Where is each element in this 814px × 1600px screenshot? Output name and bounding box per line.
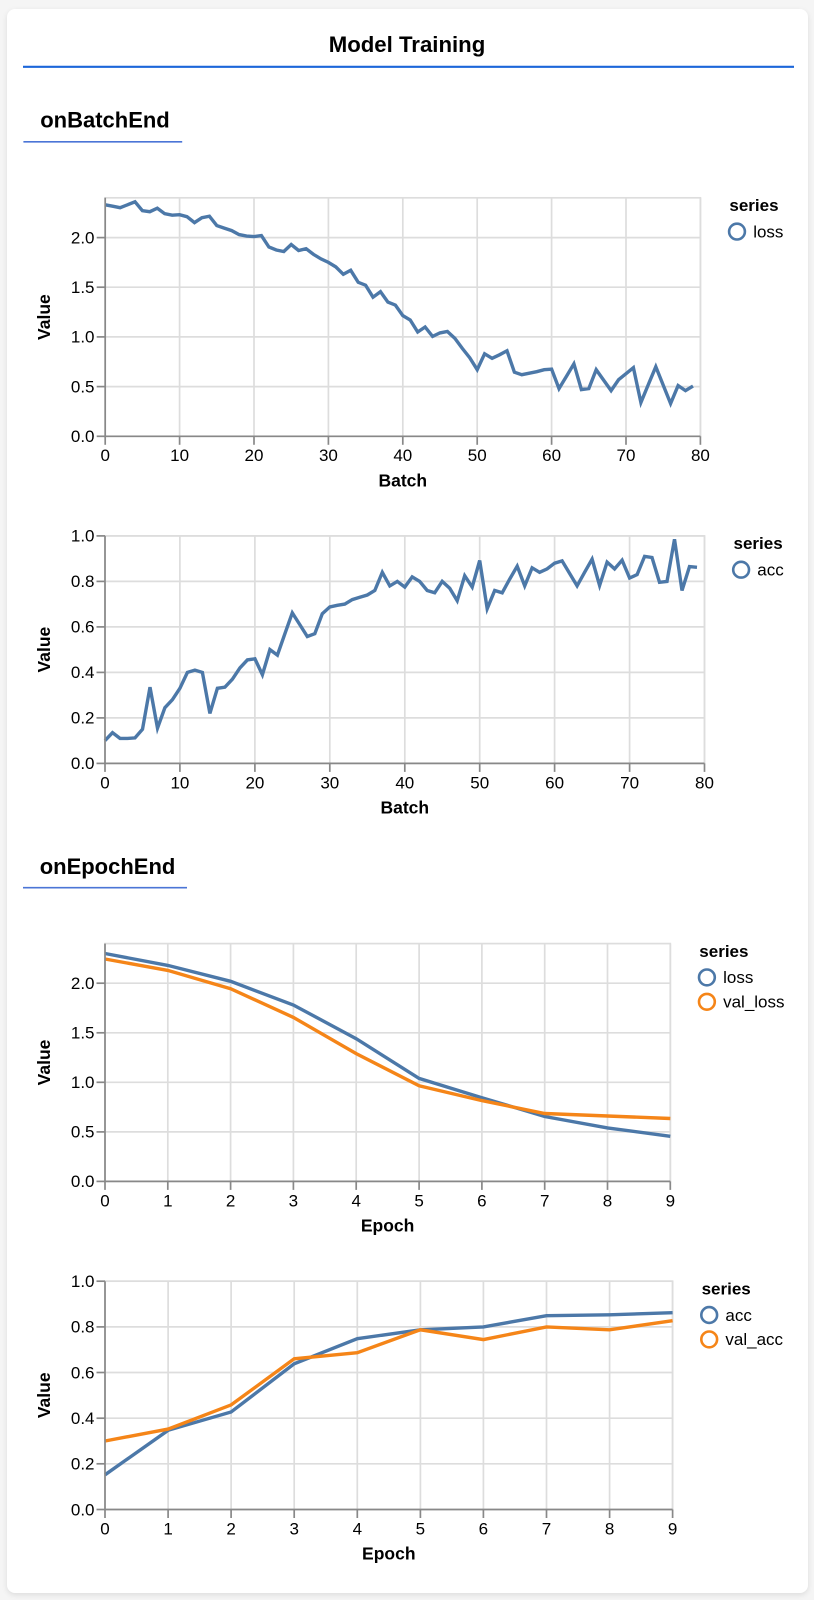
svg-text:1.0: 1.0 (71, 1272, 95, 1291)
svg-text:1.0: 1.0 (71, 328, 95, 347)
svg-text:loss: loss (753, 222, 783, 241)
svg-text:7: 7 (542, 1519, 551, 1538)
svg-text:5: 5 (414, 1191, 423, 1210)
svg-text:Model Training: Model Training (329, 32, 486, 57)
svg-text:0.0: 0.0 (71, 754, 95, 773)
svg-text:Value: Value (34, 294, 54, 340)
svg-text:80: 80 (691, 446, 710, 465)
svg-text:1: 1 (163, 1519, 172, 1538)
svg-text:9: 9 (668, 1519, 677, 1538)
svg-text:10: 10 (170, 773, 189, 792)
svg-text:series: series (734, 534, 783, 553)
svg-text:0.6: 0.6 (71, 1363, 95, 1382)
svg-text:0: 0 (100, 446, 109, 465)
svg-text:70: 70 (617, 446, 636, 465)
svg-text:loss: loss (723, 968, 753, 987)
svg-text:0: 0 (100, 1191, 109, 1210)
svg-text:Value: Value (34, 1039, 54, 1085)
svg-text:val_acc: val_acc (725, 1330, 783, 1349)
svg-text:series: series (702, 1280, 751, 1299)
svg-text:0.0: 0.0 (71, 1500, 95, 1519)
svg-text:60: 60 (542, 446, 561, 465)
svg-text:3: 3 (289, 1191, 298, 1210)
svg-text:0.2: 0.2 (71, 709, 95, 728)
svg-text:Value: Value (34, 626, 54, 672)
svg-text:Batch: Batch (380, 798, 429, 818)
svg-text:1: 1 (163, 1191, 172, 1210)
svg-text:val_loss: val_loss (723, 993, 784, 1012)
svg-text:0.6: 0.6 (71, 618, 95, 637)
svg-text:acc: acc (757, 561, 784, 580)
svg-text:80: 80 (695, 773, 714, 792)
svg-text:50: 50 (468, 446, 487, 465)
svg-text:20: 20 (245, 446, 264, 465)
svg-text:0.5: 0.5 (71, 1123, 95, 1142)
svg-text:onEpochEnd: onEpochEnd (40, 854, 176, 879)
svg-text:Epoch: Epoch (361, 1216, 414, 1236)
svg-text:5: 5 (416, 1519, 425, 1538)
svg-text:30: 30 (320, 773, 339, 792)
svg-text:2: 2 (226, 1519, 235, 1538)
svg-text:4: 4 (351, 1191, 360, 1210)
svg-text:70: 70 (620, 773, 639, 792)
svg-text:0.4: 0.4 (71, 1409, 95, 1428)
svg-text:0.2: 0.2 (71, 1455, 95, 1474)
svg-text:50: 50 (470, 773, 489, 792)
svg-text:30: 30 (319, 446, 338, 465)
svg-text:1.5: 1.5 (71, 1024, 95, 1043)
svg-text:10: 10 (170, 446, 189, 465)
svg-text:2.0: 2.0 (71, 974, 95, 993)
svg-text:60: 60 (545, 773, 564, 792)
svg-text:1.5: 1.5 (71, 278, 95, 297)
svg-text:2: 2 (226, 1191, 235, 1210)
svg-text:0.4: 0.4 (71, 663, 95, 682)
svg-text:1.0: 1.0 (71, 527, 95, 546)
svg-text:Value: Value (34, 1372, 54, 1418)
svg-text:acc: acc (725, 1306, 752, 1325)
svg-text:8: 8 (603, 1191, 612, 1210)
svg-text:0: 0 (100, 1519, 109, 1538)
svg-text:onBatchEnd: onBatchEnd (40, 107, 170, 132)
svg-text:1.0: 1.0 (71, 1073, 95, 1092)
svg-text:0.8: 0.8 (71, 572, 95, 591)
svg-text:series: series (729, 196, 778, 215)
svg-text:6: 6 (477, 1191, 486, 1210)
svg-text:4: 4 (353, 1519, 362, 1538)
svg-text:series: series (699, 942, 748, 961)
svg-text:8: 8 (605, 1519, 614, 1538)
svg-text:6: 6 (479, 1519, 488, 1538)
svg-text:0: 0 (100, 773, 109, 792)
svg-text:0.8: 0.8 (71, 1318, 95, 1337)
svg-text:3: 3 (289, 1519, 298, 1538)
svg-text:0.0: 0.0 (71, 1172, 95, 1191)
svg-text:20: 20 (245, 773, 264, 792)
svg-text:0.0: 0.0 (71, 427, 95, 446)
svg-text:Batch: Batch (378, 471, 427, 491)
svg-text:40: 40 (395, 773, 414, 792)
svg-text:7: 7 (540, 1191, 549, 1210)
svg-text:0.5: 0.5 (71, 377, 95, 396)
svg-text:9: 9 (666, 1191, 675, 1210)
svg-text:2.0: 2.0 (71, 228, 95, 247)
svg-text:Epoch: Epoch (362, 1544, 415, 1564)
svg-text:40: 40 (393, 446, 412, 465)
